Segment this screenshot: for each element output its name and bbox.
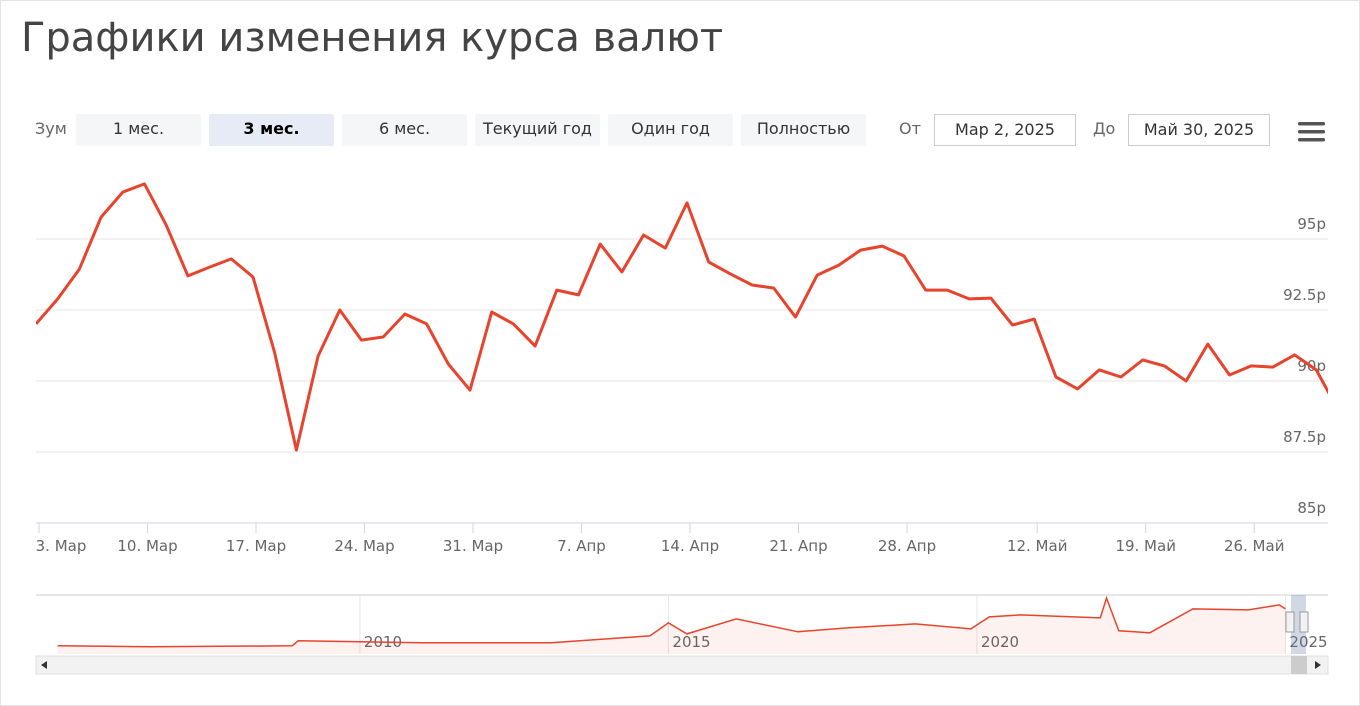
scroll-left[interactable] bbox=[41, 661, 47, 669]
menu-icon[interactable] bbox=[1298, 122, 1325, 142]
scrollbar-thumb[interactable] bbox=[1291, 656, 1307, 674]
x-tick-label: 19. Май bbox=[1115, 537, 1176, 555]
from-label: От bbox=[899, 119, 921, 138]
zoom-button[interactable]: Текущий год bbox=[475, 114, 600, 146]
x-tick-label: 14. Апр bbox=[661, 537, 719, 555]
x-tick-label: 24. Мар bbox=[334, 537, 394, 555]
navigator-tick-label: 2020 bbox=[981, 633, 1019, 651]
navigator-tick-label: 2015 bbox=[672, 633, 710, 651]
zoom-button[interactable]: 3 мес. bbox=[209, 114, 334, 146]
y-tick-label: 87.5р bbox=[1283, 428, 1326, 446]
x-tick-label: 21. Апр bbox=[769, 537, 827, 555]
x-tick-label: 10. Мар bbox=[117, 537, 177, 555]
to-input[interactable]: Май 30, 2025 bbox=[1128, 114, 1270, 146]
to-label: До bbox=[1093, 119, 1116, 138]
navigator-line bbox=[57, 595, 1286, 648]
x-tick-label: 17. Мар bbox=[226, 537, 286, 555]
zoom-button[interactable]: Полностью bbox=[741, 114, 866, 146]
price-line bbox=[36, 182, 1328, 452]
y-tick-label: 85р bbox=[1297, 499, 1326, 517]
x-tick-label: 26. Май bbox=[1224, 537, 1285, 555]
x-tick-label: 12. Май bbox=[1007, 537, 1068, 555]
zoom-label: Зум bbox=[35, 119, 67, 138]
navigator-area bbox=[57, 598, 1286, 654]
zoom-button[interactable]: 6 мес. bbox=[342, 114, 467, 146]
title: Графики изменения курса валют bbox=[21, 15, 724, 61]
x-tick-label: 31. Мар bbox=[443, 537, 503, 555]
from-input[interactable]: Мар 2, 2025 bbox=[934, 114, 1076, 146]
x-tick-label: 28. Апр bbox=[878, 537, 936, 555]
navigator-selection bbox=[1291, 595, 1306, 654]
zoom-button[interactable]: 1 мес. bbox=[76, 114, 201, 146]
zoom-button[interactable]: Один год bbox=[608, 114, 733, 146]
x-tick-label: 7. Апр bbox=[557, 537, 606, 555]
scrollbar-track bbox=[35, 655, 1329, 675]
navigator-tick-label: 2025 bbox=[1289, 633, 1327, 651]
scroll-right[interactable] bbox=[1315, 661, 1321, 669]
y-tick-label: 92.5р bbox=[1283, 286, 1326, 304]
y-tick-label: 95р bbox=[1297, 215, 1326, 233]
x-tick-label: 3. Мар bbox=[36, 537, 87, 555]
navigator-handle[interactable] bbox=[1299, 611, 1309, 633]
navigator-handle[interactable] bbox=[1285, 611, 1295, 633]
